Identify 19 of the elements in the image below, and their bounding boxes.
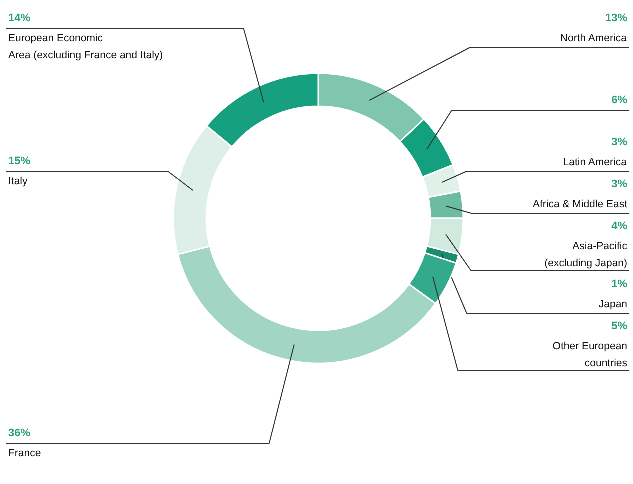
slice-label: North America — [560, 32, 628, 44]
data-label: 15% — [8, 156, 31, 168]
slice-label: Latin America — [563, 156, 628, 168]
data-label: 14% — [8, 12, 31, 24]
slice-label: Italy — [8, 176, 29, 188]
data-label: 3% — [612, 136, 628, 148]
data-label: 5% — [612, 320, 628, 332]
slice-label: European Economic Area (excluding France and Italy) — [8, 32, 164, 62]
data-label: 4% — [612, 220, 628, 232]
slice-label: France — [8, 448, 42, 460]
slice-label: Africa & Middle East — [532, 198, 628, 210]
slice-label: Asia-Pacific (excluding Japan) — [544, 240, 628, 270]
slice-label: Japan — [598, 298, 628, 310]
data-label: 13% — [605, 12, 628, 24]
data-label: 6% — [612, 94, 628, 106]
data-label: 1% — [612, 278, 628, 290]
data-label: 36% — [8, 428, 31, 440]
slice-label: Other European countries — [552, 340, 628, 370]
data-label: 3% — [612, 178, 628, 190]
